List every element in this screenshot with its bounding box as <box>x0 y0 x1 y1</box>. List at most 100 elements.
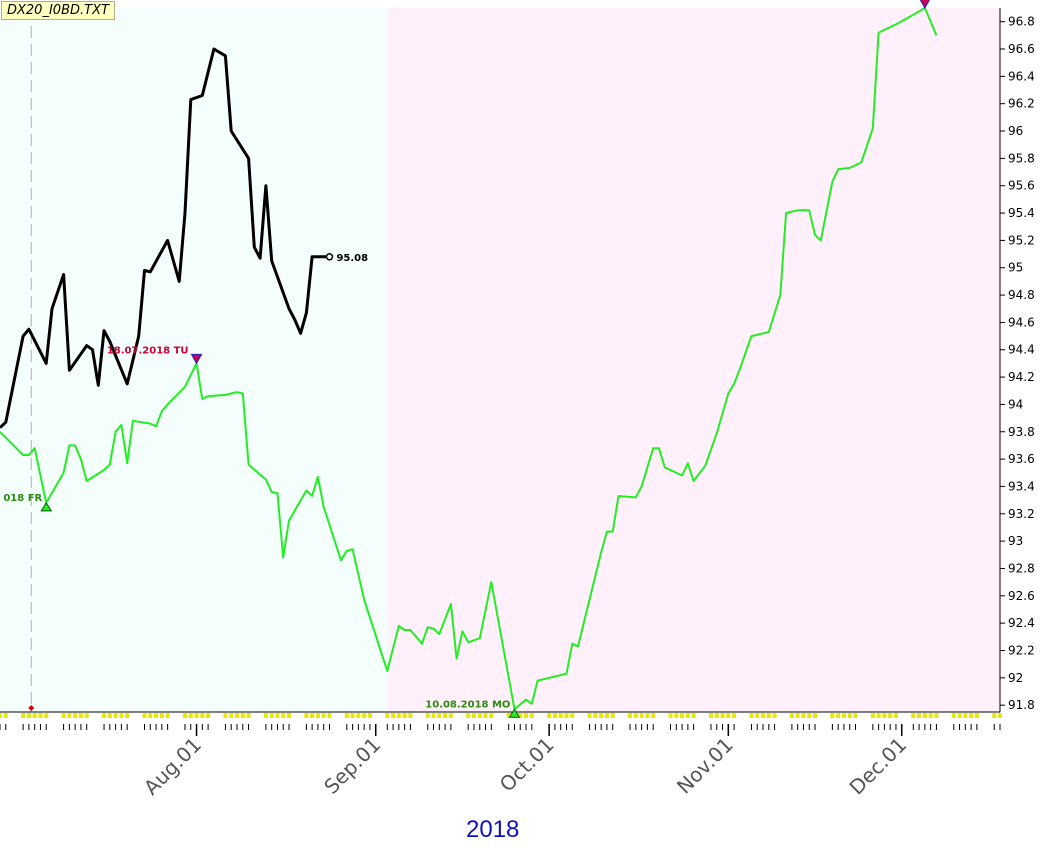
x-day-marker <box>281 713 286 718</box>
y-tick-label: 96.8 <box>1008 15 1035 29</box>
y-tick-label: 92.4 <box>1008 616 1035 630</box>
trough-marker <box>40 501 53 512</box>
x-day-marker <box>344 713 349 718</box>
x-axis-year-label: 2018 <box>466 816 520 843</box>
x-day-marker <box>882 713 887 718</box>
y-tick-label: 94 <box>1008 397 1023 411</box>
x-day-marker <box>685 713 690 718</box>
y-tick-label: 96.4 <box>1008 69 1035 83</box>
x-day-marker <box>327 713 332 718</box>
x-day-marker <box>229 713 234 718</box>
x-day-marker <box>396 713 401 718</box>
x-day-marker <box>402 713 407 718</box>
x-day-marker <box>67 713 72 718</box>
x-day-marker <box>61 713 66 718</box>
x-day-marker <box>570 713 575 718</box>
y-tick-label: 93 <box>1008 534 1023 548</box>
x-day-marker <box>362 713 367 718</box>
x-day-marker <box>604 713 609 718</box>
start-diamond-marker <box>28 705 35 711</box>
x-day-marker <box>102 713 107 718</box>
x-day-marker <box>558 713 563 718</box>
x-day-marker <box>853 713 858 718</box>
x-day-marker <box>870 713 875 718</box>
x-day-marker <box>732 713 737 718</box>
x-day-marker <box>668 713 673 718</box>
y-tick-label: 94.4 <box>1008 343 1035 357</box>
x-day-marker <box>795 713 800 718</box>
y-tick-label: 92.6 <box>1008 589 1035 603</box>
x-day-marker <box>506 713 511 718</box>
x-day-marker <box>720 713 725 718</box>
x-day-marker <box>466 713 471 718</box>
x-day-marker <box>246 713 251 718</box>
y-tick-label: 93.6 <box>1008 452 1035 466</box>
x-day-marker <box>38 713 43 718</box>
x-day-marker <box>44 713 49 718</box>
x-day-marker <box>917 713 922 718</box>
x-day-marker <box>73 713 78 718</box>
x-day-marker <box>0 713 2 718</box>
chart-title: DX20_I0BD.TXT <box>1 1 115 20</box>
x-day-marker <box>813 713 818 718</box>
x-day-marker <box>304 713 309 718</box>
x-day-marker <box>321 713 326 718</box>
x-day-marker <box>489 713 494 718</box>
y-tick-label: 92.2 <box>1008 643 1035 657</box>
x-day-marker <box>836 713 841 718</box>
x-day-marker <box>200 713 205 718</box>
x-day-marker <box>119 713 124 718</box>
x-day-marker <box>263 713 268 718</box>
x-day-marker <box>974 713 979 718</box>
x-day-marker <box>680 713 685 718</box>
series-line-1 <box>0 7 938 711</box>
trough-label: 018 FR <box>3 493 42 504</box>
peak-label: 12.12.2018 WD <box>831 0 917 1</box>
x-day-marker <box>275 713 280 718</box>
x-day-marker <box>408 713 413 718</box>
x-day-marker <box>552 713 557 718</box>
x-day-marker <box>437 713 442 718</box>
x-day-marker <box>425 713 430 718</box>
trough-marker <box>508 708 521 718</box>
x-day-marker <box>356 713 361 718</box>
x-day-marker <box>766 713 771 718</box>
x-day-marker <box>547 713 552 718</box>
peak-marker <box>190 353 203 365</box>
x-day-marker <box>107 713 112 718</box>
x-day-marker <box>159 713 164 718</box>
x-day-marker <box>992 713 997 718</box>
y-tick-label: 92 <box>1008 671 1023 685</box>
x-day-marker <box>367 713 372 718</box>
x-day-marker <box>518 713 523 718</box>
x-day-marker <box>142 713 147 718</box>
x-day-marker <box>714 713 719 718</box>
x-day-marker <box>477 713 482 718</box>
peak-marker <box>919 0 930 10</box>
x-tick-label: Aug.01 <box>139 733 206 800</box>
x-day-marker <box>691 713 696 718</box>
x-tick-label: Sep.01 <box>319 733 385 799</box>
x-day-marker <box>789 713 794 718</box>
x-tick-label: Oct.01 <box>495 733 559 797</box>
x-day-marker <box>876 713 881 718</box>
x-day-marker <box>84 713 89 718</box>
background-band-1 <box>0 8 388 712</box>
x-day-marker <box>269 713 274 718</box>
x-day-marker <box>628 713 633 718</box>
y-tick-label: 94.2 <box>1008 370 1035 384</box>
x-day-marker <box>350 713 355 718</box>
y-tick-label: 95.2 <box>1008 233 1035 247</box>
x-day-marker <box>223 713 228 718</box>
x-day-marker <box>483 713 488 718</box>
x-day-marker <box>708 713 713 718</box>
x-day-marker <box>610 713 615 718</box>
x-day-marker <box>761 713 766 718</box>
series-end-label: 95.08 <box>336 253 368 264</box>
x-day-marker <box>443 713 448 718</box>
x-day-marker <box>593 713 598 718</box>
y-tick-label: 94.8 <box>1008 288 1035 302</box>
x-day-marker <box>21 713 26 718</box>
x-day-marker <box>165 713 170 718</box>
